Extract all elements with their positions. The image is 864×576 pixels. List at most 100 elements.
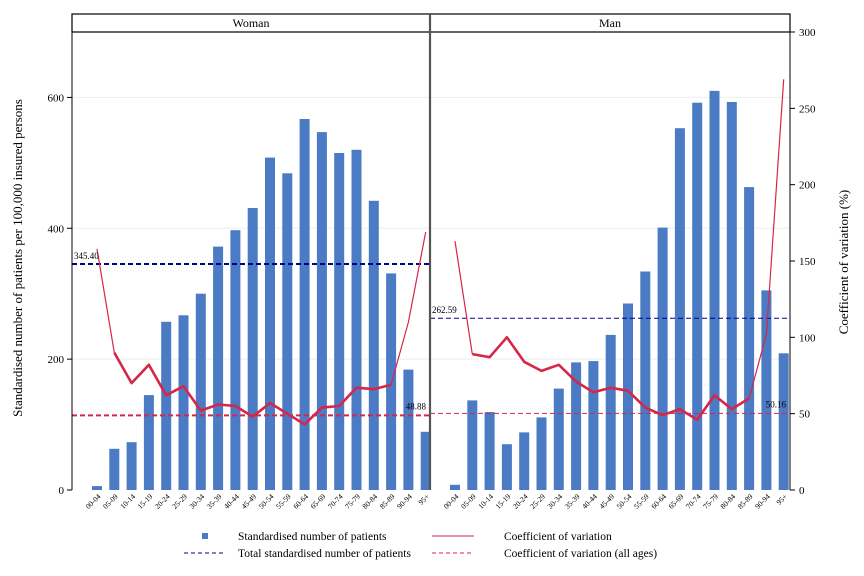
panel-man-x-tick-85-89: 85-89 <box>736 492 755 511</box>
panel-woman-x-tick-15-19: 15-19 <box>136 492 155 511</box>
y2-tick-label-150: 150 <box>799 256 816 268</box>
legend-bar-swatch <box>202 533 208 539</box>
panel-man-x-tick-90-94: 90-94 <box>753 492 772 511</box>
panel-man-bar-05-09 <box>467 400 478 490</box>
panel-man-x-tick-20-24: 20-24 <box>511 492 530 511</box>
y2-tick-label-300: 300 <box>799 27 816 39</box>
panel-man-bar-00-04 <box>450 484 460 490</box>
panel-man-strip-label: Man <box>599 16 621 30</box>
panel-woman-bar-65-69 <box>316 132 327 490</box>
panel-man-x-tick-45-49: 45-49 <box>597 492 616 511</box>
panel-woman-bar-30-34 <box>195 293 206 490</box>
panel-man-x-tick-40-44: 40-44 <box>580 492 599 511</box>
panel-man-x-tick-25-29: 25-29 <box>528 492 547 511</box>
panel-woman-x-tick-90-94: 90-94 <box>395 492 414 511</box>
panel-man-bar-30-34 <box>553 388 564 490</box>
panel-man-bar-45-49 <box>605 334 616 490</box>
panel-man-x-tick-95+: 95+ <box>774 492 789 507</box>
panel-woman-cv-line-main <box>113 351 392 426</box>
panel-woman-strip-label: Woman <box>232 16 269 30</box>
y2-tick-label-100: 100 <box>799 332 816 344</box>
panel-woman-bar-55-59 <box>282 173 293 491</box>
panel-woman-x-tick-20-24: 20-24 <box>153 492 172 511</box>
panel-man-bar-95+ <box>778 353 789 490</box>
panel-woman-bar-40-44 <box>230 230 241 490</box>
panel-man-x-tick-15-19: 15-19 <box>494 492 513 511</box>
panel-man-bar-20-24 <box>519 432 530 490</box>
panel-woman-bar-70-74 <box>334 153 345 490</box>
y-tick-label-600: 600 <box>48 92 65 104</box>
panel-man-x-tick-10-14: 10-14 <box>476 492 495 511</box>
panel-man-bar-25-29 <box>536 417 547 490</box>
panel-woman-bar-95+ <box>420 431 431 490</box>
panel-woman-x-tick-40-44: 40-44 <box>222 492 241 511</box>
panel-woman-x-tick-00-04: 00-04 <box>84 492 103 511</box>
panel-woman-x-tick-65-69: 65-69 <box>309 492 328 511</box>
panel-man-x-tick-00-04: 00-04 <box>442 492 461 511</box>
panel-woman-bar-10-14 <box>126 442 137 490</box>
y-axis-title: Standardised number of patients per 100,… <box>10 99 25 417</box>
panel-man-cv-all-ages-label: 50.16 <box>766 399 787 409</box>
panel-woman-bar-35-39 <box>213 246 224 490</box>
panel-woman-x-tick-50-54: 50-54 <box>257 492 276 511</box>
panel-man-x-tick-65-69: 65-69 <box>667 492 686 511</box>
panel-man-x-tick-05-09: 05-09 <box>459 492 478 511</box>
panel-woman-x-tick-10-14: 10-14 <box>118 492 137 511</box>
panel-woman-bar-20-24 <box>161 321 172 490</box>
y-tick-label-200: 200 <box>48 354 65 366</box>
frame-layer <box>67 13 795 491</box>
panel-man-bar-10-14 <box>484 412 495 490</box>
panel-woman-bar-00-04 <box>92 486 102 490</box>
panel-man-x-tick-30-34: 30-34 <box>545 492 564 511</box>
legend-total-dashed-label: Total standardised number of patients <box>238 548 411 560</box>
panel-woman-bar-45-49 <box>247 208 258 490</box>
panel-woman-total-ref-label: 345.40 <box>74 251 99 261</box>
panel-man-bar-15-19 <box>501 444 512 490</box>
panel-man-total-ref-label: 262.59 <box>432 305 457 315</box>
panel-man-bar-75-79 <box>709 90 720 491</box>
panel-woman-x-tick-95+: 95+ <box>416 492 431 507</box>
panel-woman-cv-line-start <box>96 248 115 353</box>
panel-woman-bar-05-09 <box>109 448 120 490</box>
panel-man-bar-80-84 <box>726 102 737 490</box>
panel-man-cv-line-start <box>454 241 473 355</box>
panel-man-x-tick-75-79: 75-79 <box>701 492 720 511</box>
panel-man-cv-line-end <box>748 79 785 399</box>
panel-woman-cv-line-end <box>390 231 427 385</box>
panel-woman-bar-85-89 <box>386 273 397 490</box>
panel-man-bar-40-44 <box>588 361 599 490</box>
panel-man-cv-line-main <box>472 336 750 422</box>
panel-woman-x-tick-35-39: 35-39 <box>205 492 224 511</box>
panel-woman-x-tick-70-74: 70-74 <box>326 492 345 511</box>
panel-man-x-tick-55-59: 55-59 <box>632 492 651 511</box>
y2-tick-label-0: 0 <box>799 485 805 497</box>
panel-man-bar-55-59 <box>640 271 651 490</box>
panel-woman-bar-60-64 <box>299 119 310 490</box>
panel-woman-x-tick-30-34: 30-34 <box>187 492 206 511</box>
panel-woman-bar-75-79 <box>351 149 362 491</box>
panel-woman-bar-50-54 <box>265 157 275 490</box>
panel-man-x-tick-50-54: 50-54 <box>615 492 634 511</box>
panel-man-bar-35-39 <box>571 362 582 490</box>
panel-woman-bar-15-19 <box>143 395 154 490</box>
panel-man-x-tick-70-74: 70-74 <box>684 492 703 511</box>
y2-tick-label-50: 50 <box>799 409 811 421</box>
y2-tick-label-200: 200 <box>799 180 816 192</box>
panel-man-bar-60-64 <box>657 227 668 490</box>
panel-man-x-tick-60-64: 60-64 <box>649 492 668 511</box>
y-tick-label-0: 0 <box>59 485 65 497</box>
bars-layer <box>92 90 789 491</box>
legend-cv-dashed-label: Coefficient of variation (all ages) <box>504 548 657 560</box>
panel-woman-x-tick-85-89: 85-89 <box>378 492 397 511</box>
legend-layer: Standardised number of patients Coefficie… <box>184 531 657 560</box>
panel-woman-x-tick-05-09: 05-09 <box>101 492 120 511</box>
panel-man-bar-65-69 <box>674 128 685 490</box>
panel-woman-x-tick-25-29: 25-29 <box>170 492 189 511</box>
panel-man-bar-50-54 <box>623 303 633 490</box>
panel-woman-x-tick-80-84: 80-84 <box>360 492 379 511</box>
legend-cv-line-label: Coefficient of variation <box>504 531 612 543</box>
panel-woman-bar-80-84 <box>368 200 379 491</box>
panel-woman-x-tick-45-49: 45-49 <box>239 492 258 511</box>
panel-man-bar-70-74 <box>692 102 703 490</box>
